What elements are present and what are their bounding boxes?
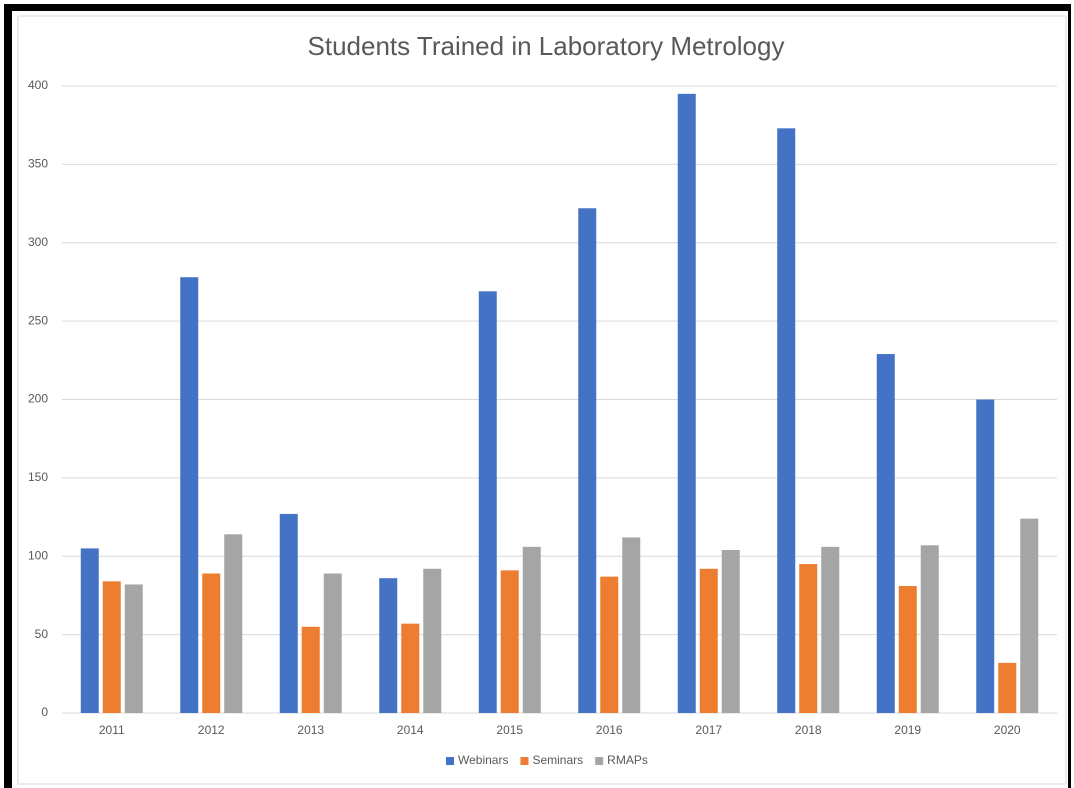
bar <box>224 534 243 713</box>
bar <box>202 573 221 713</box>
bar <box>500 570 519 713</box>
y-tick-label: 300 <box>28 235 48 249</box>
bar <box>600 576 619 713</box>
bar <box>522 546 541 713</box>
bar <box>578 208 597 713</box>
frame-left <box>4 4 12 788</box>
legend-swatch <box>446 757 454 765</box>
x-tick-label: 2017 <box>695 723 722 737</box>
bar <box>699 568 718 713</box>
x-tick-label: 2018 <box>795 723 822 737</box>
chart-title: Students Trained in Laboratory Metrology <box>308 31 785 61</box>
x-tick-label: 2015 <box>496 723 523 737</box>
frame-right <box>1068 4 1071 788</box>
x-tick-label: 2019 <box>894 723 921 737</box>
y-tick-label: 50 <box>35 627 49 641</box>
x-tick-label: 2011 <box>99 723 125 737</box>
bar <box>379 578 398 713</box>
y-tick-label: 100 <box>28 548 48 562</box>
bar <box>478 291 497 713</box>
frame-top <box>4 4 1070 11</box>
bar <box>677 93 696 713</box>
bar <box>401 623 420 713</box>
bar <box>323 573 342 713</box>
y-tick-label: 0 <box>41 705 48 719</box>
bar <box>876 354 895 713</box>
bar <box>124 584 143 713</box>
bar <box>1020 518 1039 713</box>
bar <box>279 513 298 713</box>
x-tick-label: 2020 <box>994 723 1021 737</box>
legend-swatch <box>595 757 604 765</box>
bar <box>898 586 917 713</box>
bar <box>622 537 641 713</box>
x-tick-label: 2012 <box>198 723 225 737</box>
legend-label: RMAPs <box>607 753 648 767</box>
legend-swatch <box>520 757 529 765</box>
bar <box>102 581 121 713</box>
bar <box>301 626 320 713</box>
legend-label: Seminars <box>532 753 583 767</box>
bar <box>998 662 1017 713</box>
chart-border <box>17 15 1067 785</box>
y-tick-label: 200 <box>28 392 48 406</box>
bar <box>80 548 99 713</box>
bar <box>920 545 939 713</box>
x-tick-label: 2016 <box>596 723 623 737</box>
y-tick-label: 400 <box>28 78 48 92</box>
y-tick-label: 250 <box>28 313 48 327</box>
y-tick-label: 350 <box>28 157 48 171</box>
bar <box>721 549 740 713</box>
bar <box>821 546 840 713</box>
legend-label: Webinars <box>458 753 508 767</box>
x-tick-label: 2014 <box>397 723 424 737</box>
x-tick-label: 2013 <box>297 723 324 737</box>
bar <box>976 399 995 713</box>
bar <box>799 564 818 713</box>
bar <box>777 128 796 713</box>
bar <box>423 568 442 713</box>
bar <box>180 277 199 713</box>
y-tick-label: 150 <box>28 470 48 484</box>
